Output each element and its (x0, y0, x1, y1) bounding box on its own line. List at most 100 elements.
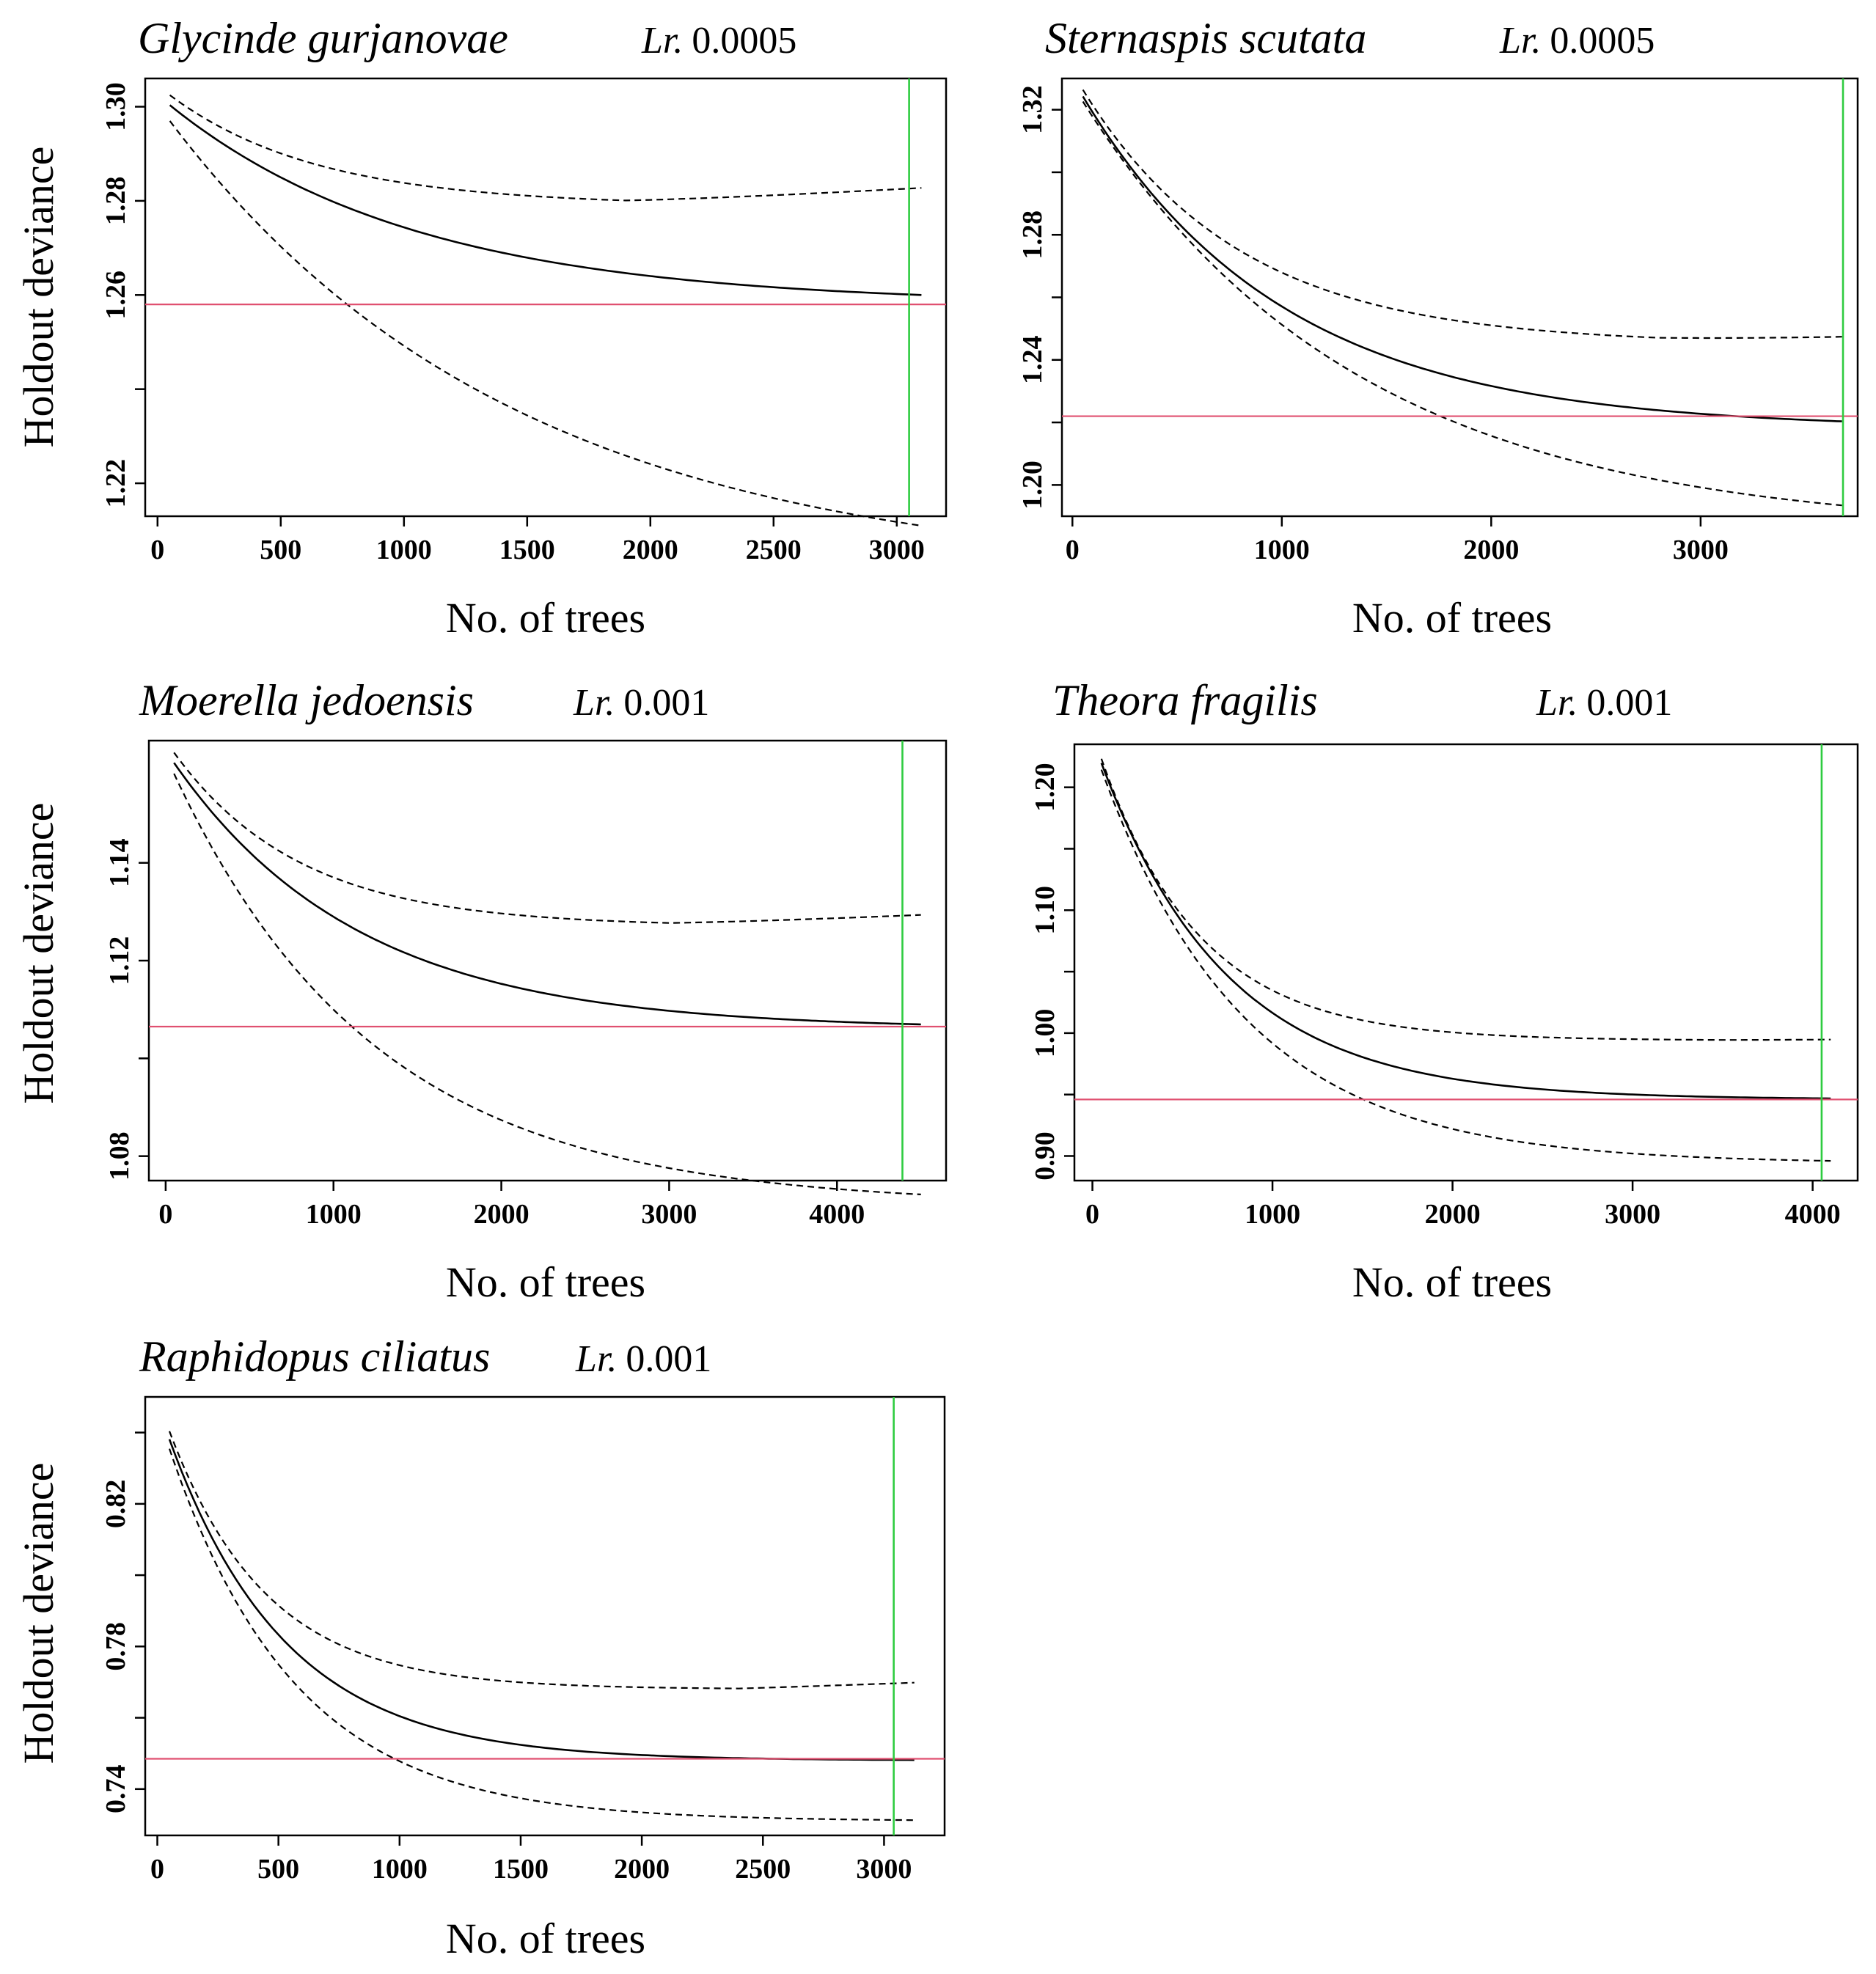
y-axis-title: Holdout deviance (15, 803, 62, 1104)
y-tick-label: 1.24 (1017, 336, 1048, 385)
panel-lr-label: Lr. 0.0005 (1499, 20, 1655, 62)
cv-upper-bound-line (1082, 89, 1842, 340)
lr-prefix: Lr. (1499, 20, 1541, 62)
x-tick-label: 1000 (1245, 1199, 1300, 1230)
y-tick-label: 1.10 (1030, 886, 1060, 935)
x-axis-title: No. of trees (446, 1258, 645, 1306)
x-tick-label: 3000 (1605, 1199, 1660, 1230)
panel-raphidopus-ciliatus: Raphidopus ciliatus Lr. 0.001 0 500 1000 150… (15, 1332, 946, 1962)
x-axis-title: No. of trees (1352, 1258, 1552, 1306)
x-tick-label: 2500 (746, 535, 802, 565)
cv-lower-bound-line (1082, 100, 1842, 507)
panel-title: Raphidopus ciliatus (139, 1332, 490, 1381)
y-tick-label: 1.22 (100, 459, 131, 508)
x-tick-label: 2000 (614, 1854, 670, 1885)
y-tick-label: 1.14 (104, 838, 135, 887)
y-tick-label: 1.30 (100, 82, 131, 131)
y-tick-label: 1.20 (1030, 763, 1060, 812)
x-tick-label: 0 (1066, 535, 1080, 565)
x-tick-label: 1000 (372, 1854, 428, 1885)
x-axis-title: No. of trees (1352, 594, 1552, 642)
panel-lr-label: Lr. 0.001 (573, 682, 709, 724)
mean-deviance-line (169, 104, 922, 296)
x-tick-label: 2000 (474, 1199, 530, 1230)
x-tick-label: 2000 (1425, 1199, 1481, 1230)
panel-lr-label: Lr. 0.001 (1536, 682, 1672, 724)
x-tick-label: 0 (150, 535, 164, 565)
lr-value: 0.001 (623, 682, 709, 724)
plot-elements: 0 1000 2000 3000 1.20 1.24 1.28 1.32 (1017, 78, 1858, 565)
y-tick-label: 0.74 (100, 1765, 131, 1814)
panel-sternaspis-scutata: Sternaspis scutata Lr. 0.0005 0 1000 2000 30… (1017, 14, 1859, 642)
y-tick-label: 1.32 (1017, 85, 1048, 134)
cv-lower-bound-line (1100, 769, 1831, 1162)
x-tick-label: 500 (260, 535, 301, 565)
lr-prefix: Lr. (575, 1338, 617, 1380)
lr-value: 0.0005 (1550, 20, 1655, 62)
cv-lower-bound-line (169, 120, 922, 527)
cv-upper-bound-line (1100, 758, 1831, 1041)
panel-title: Sternaspis scutata (1045, 14, 1366, 62)
plot-elements: 0 1000 2000 3000 4000 0.90 1.00 1.10 1.20 (1030, 744, 1858, 1230)
cv-lower-bound-line (168, 1448, 915, 1821)
x-axis-title: No. of trees (446, 1915, 645, 1962)
mean-deviance-line (173, 762, 921, 1026)
plot-elements: 0 500 1000 1500 2000 2500 3000 0.74 0.78 0.82 (100, 1397, 945, 1885)
y-tick-label: 1.00 (1030, 1009, 1060, 1058)
y-tick-label: 1.12 (104, 936, 135, 986)
panel-glycinde-gurjanovae: Glycinde gurjanovae Lr. 0.0005 0 500 1000 15… (15, 14, 948, 642)
x-tick-label: 2000 (1463, 535, 1519, 565)
plot-elements: 0 1000 2000 3000 4000 1.08 1.12 1.14 (104, 741, 946, 1230)
x-tick-label: 500 (257, 1854, 299, 1885)
lr-prefix: Lr. (1536, 682, 1578, 724)
x-tick-label: 4000 (1785, 1199, 1841, 1230)
cv-upper-bound-line (168, 1431, 915, 1689)
panel-theora-fragilis: Theora fragilis Lr. 0.001 0 1000 2000 3000 40… (1030, 676, 1859, 1306)
plot-frame (144, 77, 948, 518)
y-axis-title: Holdout deviance (15, 1463, 62, 1764)
x-tick-label: 1000 (1254, 535, 1310, 565)
x-tick-label: 0 (150, 1854, 164, 1885)
x-tick-label: 2000 (623, 535, 678, 565)
mean-deviance-line (1100, 763, 1831, 1100)
x-tick-label: 4000 (809, 1199, 865, 1230)
x-tick-label: 1000 (376, 535, 432, 565)
y-axis-title: Holdout deviance (15, 147, 62, 448)
x-tick-label: 2500 (735, 1854, 791, 1885)
y-tick-label: 1.08 (104, 1131, 135, 1181)
x-tick-label: 0 (1085, 1199, 1099, 1230)
y-tick-label: 1.28 (1017, 210, 1048, 260)
panel-lr-label: Lr. 0.001 (575, 1338, 711, 1380)
x-tick-label: 3000 (869, 535, 925, 565)
plot-frame (144, 1395, 946, 1837)
plot-elements: 0 500 1000 1500 2000 2500 3000 1.22 1.26 1.28 1.30 (100, 78, 946, 565)
lr-value: 0.001 (1586, 682, 1672, 724)
panel-title: Moerella jedoensis (139, 676, 474, 724)
y-tick-label: 0.82 (100, 1480, 131, 1529)
lr-prefix: Lr. (573, 682, 615, 724)
y-tick-label: 1.28 (100, 177, 131, 226)
lr-value: 0.0005 (692, 20, 796, 62)
mean-deviance-line (1082, 95, 1842, 422)
y-tick-label: 1.20 (1017, 461, 1048, 510)
panel-title: Glycinde gurjanovae (138, 14, 508, 62)
panel-moerella-jedoensis: Moerella jedoensis Lr. 0.001 0 1000 2000 300… (15, 676, 948, 1306)
cv-upper-bound-line (173, 752, 921, 924)
x-axis-title: No. of trees (446, 594, 645, 642)
panel-lr-label: Lr. 0.0005 (641, 20, 796, 62)
y-tick-label: 0.90 (1030, 1131, 1060, 1181)
lr-value: 0.001 (626, 1338, 711, 1380)
y-tick-label: 0.78 (100, 1622, 131, 1671)
x-tick-label: 3000 (1673, 535, 1729, 565)
panel-title: Theora fragilis (1052, 676, 1318, 724)
x-tick-label: 3000 (641, 1199, 697, 1230)
cv-lower-bound-line (173, 773, 921, 1195)
x-tick-label: 1500 (493, 1854, 549, 1885)
x-tick-label: 3000 (856, 1854, 912, 1885)
x-tick-label: 1000 (306, 1199, 362, 1230)
x-tick-label: 1500 (499, 535, 555, 565)
y-tick-label: 1.26 (100, 271, 131, 320)
plot-frame (1073, 743, 1859, 1182)
